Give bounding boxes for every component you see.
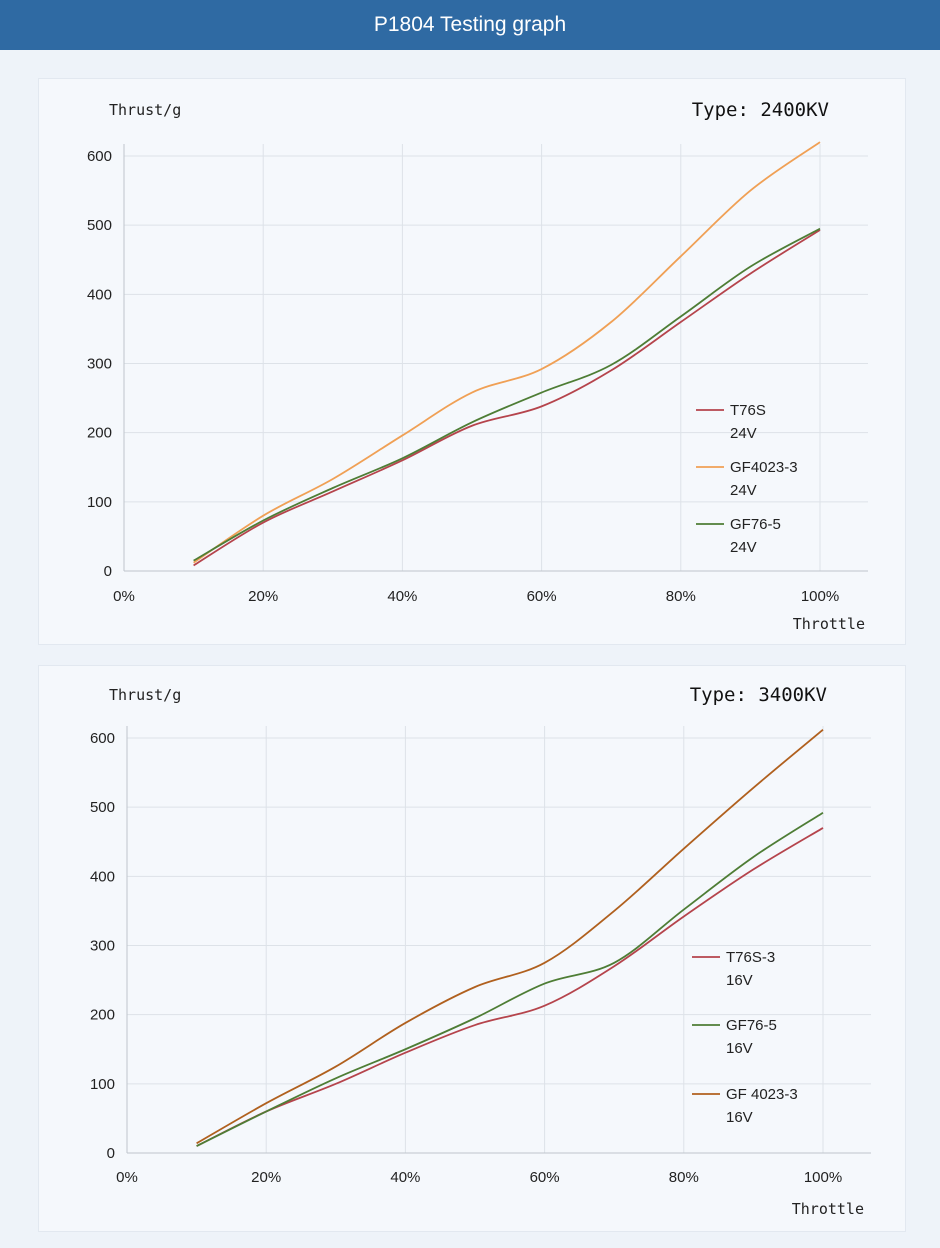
legend-label: T76S-3 — [726, 949, 775, 966]
y-tick-label: 200 — [90, 1007, 115, 1024]
chart-panel-3400kv: 0 100 200 300 400 500 600 0% 20% 40% 60% 80% 100% Thr… — [38, 665, 906, 1232]
legend-label: T76S — [730, 402, 766, 419]
x-tick-label: 0% — [113, 588, 135, 605]
y-tick-label: 0 — [107, 1145, 115, 1162]
x-tick-label: 80% — [669, 1169, 699, 1186]
y-tick-label: 300 — [87, 356, 112, 373]
chart-panel-2400kv: 0 100 200 300 400 500 600 0% 20% 40% 60% 80% 100% Thr… — [38, 78, 906, 645]
page-title: P1804 Testing graph — [373, 13, 567, 36]
x-tick-label: 100% — [801, 588, 839, 605]
series-line-gf76-5-16v — [196, 811, 824, 1147]
thrust-chart-3400kv: 0 100 200 300 400 500 600 0% 20% 40% 60% 80% 100% Thr… — [90, 684, 871, 1218]
x-tick-label: 80% — [666, 588, 696, 605]
x-tick-label: 60% — [527, 588, 557, 605]
x-tick-label: 0% — [116, 1169, 138, 1186]
series-line-gf-4023-3-16v — [196, 729, 824, 1145]
y-tick-label: 500 — [87, 217, 112, 234]
y-tick-label: 600 — [90, 730, 115, 747]
legend-label: GF76-5 — [730, 516, 781, 533]
legend-label: 16V — [726, 972, 753, 989]
legend-label: GF 4023-3 — [726, 1086, 798, 1103]
x-tick-label: 20% — [248, 588, 278, 605]
x-axis-label: Throttle — [792, 1200, 864, 1218]
y-tick-label: 0 — [104, 563, 112, 580]
x-tick-label: 40% — [390, 1169, 420, 1186]
series-line-t76s-3-16v — [196, 827, 824, 1147]
page-header: P1804 Testing graph — [0, 0, 940, 50]
x-tick-label: 100% — [804, 1169, 842, 1186]
legend-label: 24V — [730, 482, 757, 499]
legend-label: GF4023-3 — [730, 459, 798, 476]
legend-label: 24V — [730, 539, 757, 556]
thrust-chart-2400kv: 0 100 200 300 400 500 600 0% 20% 40% 60% 80% 100% Thr… — [87, 99, 868, 633]
y-tick-label: 100 — [87, 494, 112, 511]
legend-label: 16V — [726, 1109, 753, 1126]
y-tick-label: 400 — [90, 868, 115, 885]
y-tick-label: 200 — [87, 425, 112, 442]
series-line-gf76-5-24v — [193, 227, 821, 562]
y-tick-label: 600 — [87, 148, 112, 165]
y-tick-label: 400 — [87, 286, 112, 303]
series-line-gf4023-3-24v — [193, 141, 821, 564]
legend-label: GF76-5 — [726, 1017, 777, 1034]
chart-title: Type: 2400KV — [692, 99, 829, 121]
y-axis-label: Thrust/g — [109, 686, 181, 704]
legend-label: 16V — [726, 1040, 753, 1057]
y-tick-label: 100 — [90, 1076, 115, 1093]
x-tick-label: 40% — [387, 588, 417, 605]
x-tick-label: 60% — [530, 1169, 560, 1186]
y-axis-label: Thrust/g — [109, 101, 181, 119]
legend-label: 24V — [730, 425, 757, 442]
x-tick-label: 20% — [251, 1169, 281, 1186]
y-tick-label: 300 — [90, 938, 115, 955]
series-line-t76s-24v — [193, 229, 821, 567]
chart-title: Type: 3400KV — [690, 684, 827, 706]
x-axis-label: Throttle — [793, 615, 865, 633]
y-tick-label: 500 — [90, 799, 115, 816]
